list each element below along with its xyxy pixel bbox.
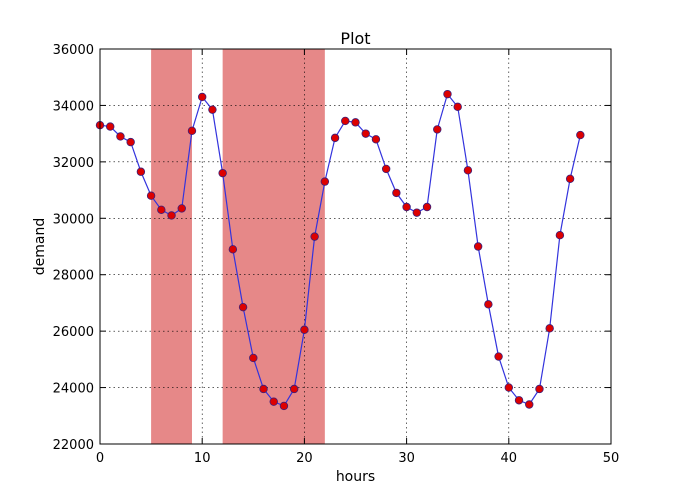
data-point <box>238 302 248 312</box>
x-tick-label: 0 <box>96 451 104 466</box>
x-tick-label: 10 <box>194 451 211 466</box>
data-point <box>208 105 217 114</box>
data-point <box>392 188 401 198</box>
y-tick-label: 24000 <box>53 382 94 397</box>
y-tick-label: 26000 <box>53 325 94 340</box>
data-point <box>177 204 186 213</box>
data-point <box>525 400 534 409</box>
y-tick-label: 36000 <box>53 43 94 58</box>
data-point <box>218 168 227 178</box>
y-tick-label: 28000 <box>53 269 94 284</box>
data-point <box>453 102 462 112</box>
data-point <box>351 118 360 127</box>
y-tick-label: 30000 <box>53 212 94 227</box>
data-point <box>381 164 391 174</box>
data-point <box>494 352 503 361</box>
axis-ticks <box>99 48 612 445</box>
data-point <box>330 133 340 143</box>
x-axis-label: hours <box>336 469 375 485</box>
data-point <box>269 397 278 406</box>
data-point <box>146 191 156 200</box>
data-point <box>126 137 135 147</box>
data-point <box>371 135 381 144</box>
data-point <box>197 92 207 102</box>
data-point <box>535 384 544 394</box>
shaded-region-1 <box>222 49 325 444</box>
shaded-regions <box>151 49 325 444</box>
data-point <box>157 205 166 215</box>
grid-lines <box>100 49 611 444</box>
y-tick-labels: 22000 24000 26000 28000 30000 32000 34000 36000 <box>53 43 94 453</box>
data-point <box>443 89 452 99</box>
data-point <box>412 208 422 217</box>
data-point <box>473 242 483 251</box>
y-tick-label: 32000 <box>53 156 94 171</box>
plot-frame <box>99 48 612 445</box>
data-point <box>422 202 432 212</box>
data-point <box>565 174 575 183</box>
data-point <box>249 353 258 363</box>
y-axis-label: demand <box>32 218 48 275</box>
x-tick-label: 20 <box>296 451 313 466</box>
data-point <box>116 132 125 141</box>
data-point <box>433 125 442 134</box>
data-point <box>259 384 268 394</box>
x-tick-label: 50 <box>603 451 620 466</box>
data-point <box>279 401 289 411</box>
data-point <box>402 202 411 212</box>
data-point <box>320 177 330 186</box>
data-point <box>228 245 238 254</box>
chart-title: Plot <box>340 29 370 48</box>
data-point <box>463 166 473 175</box>
data-point <box>555 231 565 240</box>
data-point <box>167 211 176 220</box>
data-point <box>576 130 585 140</box>
x-tick-label: 40 <box>501 451 518 466</box>
data-point <box>361 129 370 138</box>
data-point <box>514 396 524 405</box>
data-point <box>136 167 146 176</box>
x-tick-label: 30 <box>398 451 415 466</box>
data-point <box>187 126 197 136</box>
data-point <box>484 300 493 309</box>
data-point <box>300 325 309 334</box>
series-markers <box>95 89 585 411</box>
data-point <box>545 324 554 333</box>
data-point <box>310 232 319 241</box>
data-point <box>289 384 299 394</box>
shaded-region-0 <box>151 49 192 444</box>
y-tick-label: 34000 <box>53 99 94 114</box>
data-point <box>341 116 350 126</box>
data-point <box>106 122 115 131</box>
x-tick-labels: 0 10 20 30 40 50 <box>96 451 619 466</box>
data-point <box>504 383 513 392</box>
y-tick-label: 22000 <box>53 438 94 453</box>
